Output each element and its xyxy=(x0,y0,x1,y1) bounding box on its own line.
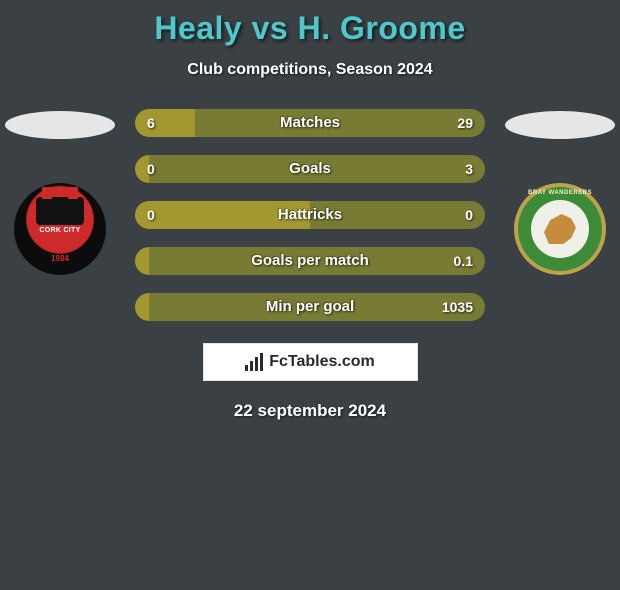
right-team-crest: BRAY WANDERERS xyxy=(514,183,606,275)
crest-graphic xyxy=(544,214,576,244)
branding-badge: FcTables.com xyxy=(203,343,418,381)
stat-value-right: 3 xyxy=(465,155,473,183)
crest-graphic xyxy=(36,197,84,225)
stat-value-right: 1035 xyxy=(442,293,473,321)
stat-row: Goals per match0.1 xyxy=(135,247,485,275)
chart-icon xyxy=(245,353,263,371)
stat-row: Matches6 29 xyxy=(135,109,485,137)
stat-value-left: 6 xyxy=(147,109,155,137)
crest-inner xyxy=(531,200,589,258)
stat-value-right: 0 xyxy=(465,201,473,229)
crest-year: 1984 xyxy=(14,254,106,263)
comparison-panel: CORK CITY 1984 BRAY WANDERERS Matches6 29… xyxy=(0,109,620,321)
date-label: 22 september 2024 xyxy=(0,401,620,421)
branding-label: FcTables.com xyxy=(269,353,375,371)
stat-value-left: 0 xyxy=(147,201,155,229)
stat-label: Min per goal xyxy=(135,293,485,321)
page-subtitle: Club competitions, Season 2024 xyxy=(0,61,620,79)
stat-value-right: 29 xyxy=(457,109,473,137)
stat-value-right: 0.1 xyxy=(454,247,473,275)
right-team-column: BRAY WANDERERS xyxy=(500,109,620,275)
stat-value-left: 0 xyxy=(147,155,155,183)
stat-bars: Matches629Goals03Hattricks00Goals per ma… xyxy=(135,109,485,321)
crest-label: CORK CITY xyxy=(14,227,106,234)
stat-label: Goals xyxy=(135,155,485,183)
stat-row: Hattricks0 0 xyxy=(135,201,485,229)
stat-label: Goals per match xyxy=(135,247,485,275)
right-player-oval xyxy=(505,111,615,139)
left-team-crest: CORK CITY 1984 xyxy=(14,183,106,275)
stat-row: Min per goal1035 xyxy=(135,293,485,321)
left-team-column: CORK CITY 1984 xyxy=(0,109,120,275)
page-title: Healy vs H. Groome xyxy=(0,10,620,47)
stat-row: Goals0 3 xyxy=(135,155,485,183)
stat-label: Matches xyxy=(135,109,485,137)
crest-label: BRAY WANDERERS xyxy=(518,190,602,196)
stat-label: Hattricks xyxy=(135,201,485,229)
left-player-oval xyxy=(5,111,115,139)
